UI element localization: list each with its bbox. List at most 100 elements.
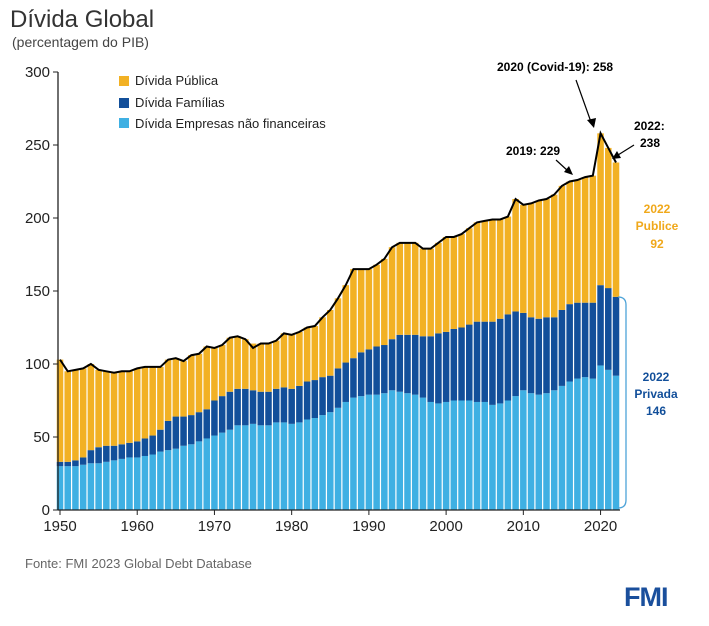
- annotation-publica-label: Publice: [636, 219, 679, 233]
- bar-publica-2011: [527, 203, 535, 318]
- bar-empresas-2013: [543, 393, 550, 510]
- bar-familias-1961: [141, 438, 149, 456]
- bar-publica-1986: [334, 298, 342, 369]
- bar-familias-2010: [520, 312, 527, 391]
- chart-subtitle: (percentagem do PIB): [12, 34, 149, 50]
- bar-publica-1958: [118, 371, 126, 445]
- bar-familias-2018: [581, 302, 589, 378]
- total-debt-line: [59, 130, 617, 374]
- bar-familias-1997: [419, 336, 427, 398]
- bar-empresas-2020: [597, 365, 604, 510]
- bar-empresas-1967: [188, 444, 195, 510]
- fmi-logo: FMI: [624, 582, 668, 612]
- bar-empresas-2014: [550, 390, 558, 510]
- bar-empresas-1971: [218, 432, 226, 510]
- bar-publica-1952: [72, 369, 79, 461]
- bar-empresas-1996: [411, 394, 419, 510]
- bar-familias-1970: [211, 400, 218, 436]
- bar-empresas-1965: [172, 448, 180, 510]
- bar-familias-2012: [535, 318, 543, 395]
- bar-familias-1965: [172, 416, 180, 449]
- bar-familias-2013: [543, 317, 550, 394]
- bar-publica-1954: [87, 364, 95, 451]
- bar-empresas-1990: [365, 394, 373, 510]
- bar-publica-1956: [103, 371, 110, 446]
- bar-familias-2000: [442, 331, 450, 402]
- bar-publica-2002: [458, 234, 465, 328]
- x-tick-label: 1970: [198, 518, 231, 535]
- bar-publica-1996: [411, 242, 419, 335]
- bar-empresas-2022: [612, 375, 620, 510]
- bar-publica-1973: [234, 336, 241, 389]
- bar-publica-1968: [195, 353, 203, 413]
- bar-publica-1983: [311, 326, 319, 381]
- bar-empresas-1977: [265, 425, 272, 510]
- bar-publica-1997: [419, 248, 427, 337]
- bar-publica-1991: [373, 264, 380, 347]
- bar-publica-1974: [242, 339, 249, 389]
- bar-empresas-1953: [79, 464, 87, 510]
- bar-empresas-1954: [87, 463, 95, 510]
- bar-empresas-1952: [72, 466, 79, 510]
- chart-title: Dívida Global: [10, 6, 155, 33]
- bar-familias-1973: [234, 388, 241, 426]
- bar-familias-1969: [203, 409, 210, 439]
- bar-publica-2016: [566, 181, 573, 305]
- bar-empresas-1956: [103, 461, 110, 510]
- bar-empresas-2000: [442, 401, 450, 510]
- bar-empresas-2005: [481, 401, 488, 510]
- bar-publica-2012: [535, 200, 543, 319]
- bar-publica-1993: [388, 247, 396, 340]
- bar-familias-1996: [411, 334, 419, 395]
- annotation-2022-arrowhead: [612, 151, 621, 159]
- bar-empresas-1981: [296, 422, 303, 510]
- bar-publica-1988: [350, 269, 357, 359]
- bar-empresas-1973: [234, 425, 241, 510]
- bar-empresas-1985: [327, 412, 334, 510]
- bar-publica-1978: [272, 340, 280, 389]
- bar-familias-1986: [334, 368, 342, 408]
- y-tick-label: 0: [42, 502, 50, 519]
- bar-familias-1977: [265, 391, 272, 426]
- annotation-2019-arrow: [555, 159, 569, 172]
- annotation-privada-value: 146: [646, 404, 666, 418]
- x-tick-label: 1980: [275, 518, 308, 535]
- bar-publica-2007: [496, 219, 504, 319]
- bar-empresas-2012: [535, 394, 543, 510]
- bar-empresas-1982: [303, 419, 311, 510]
- bar-empresas-1978: [272, 422, 280, 510]
- bar-familias-1964: [164, 420, 172, 451]
- bar-familias-2021: [605, 288, 612, 370]
- bar-familias-1953: [79, 457, 87, 465]
- bar-empresas-2016: [566, 381, 573, 510]
- bar-publica-2008: [504, 216, 512, 315]
- bar-empresas-1970: [211, 435, 218, 510]
- bar-publica-1970: [211, 347, 218, 401]
- bar-familias-2020: [597, 285, 604, 366]
- bar-familias-1966: [180, 416, 187, 446]
- bar-empresas-1975: [249, 423, 257, 510]
- bar-publica-2003: [466, 228, 473, 325]
- bar-publica-1990: [365, 269, 373, 350]
- bar-empresas-1972: [226, 429, 234, 510]
- bar-publica-1985: [327, 309, 334, 376]
- bar-publica-2013: [543, 199, 550, 318]
- bar-empresas-1958: [118, 458, 126, 510]
- bar-empresas-1957: [110, 460, 118, 510]
- bar-empresas-1976: [257, 425, 265, 510]
- y-tick-label: 250: [25, 137, 50, 154]
- bar-publica-1976: [257, 343, 265, 392]
- bar-publica-2021: [605, 147, 612, 289]
- bar-publica-1953: [79, 368, 87, 458]
- bar-empresas-2019: [589, 378, 597, 510]
- bar-publica-2000: [442, 236, 450, 332]
- bar-publica-1992: [381, 258, 388, 346]
- bar-familias-1988: [350, 358, 357, 398]
- bar-publica-1951: [64, 371, 71, 462]
- x-tick-label: 1950: [43, 518, 76, 535]
- annotation-covid-arrow: [575, 79, 592, 123]
- bar-familias-1993: [388, 339, 396, 391]
- bar-empresas-1959: [126, 457, 133, 510]
- bar-empresas-1962: [149, 454, 156, 510]
- bar-familias-1991: [373, 346, 380, 395]
